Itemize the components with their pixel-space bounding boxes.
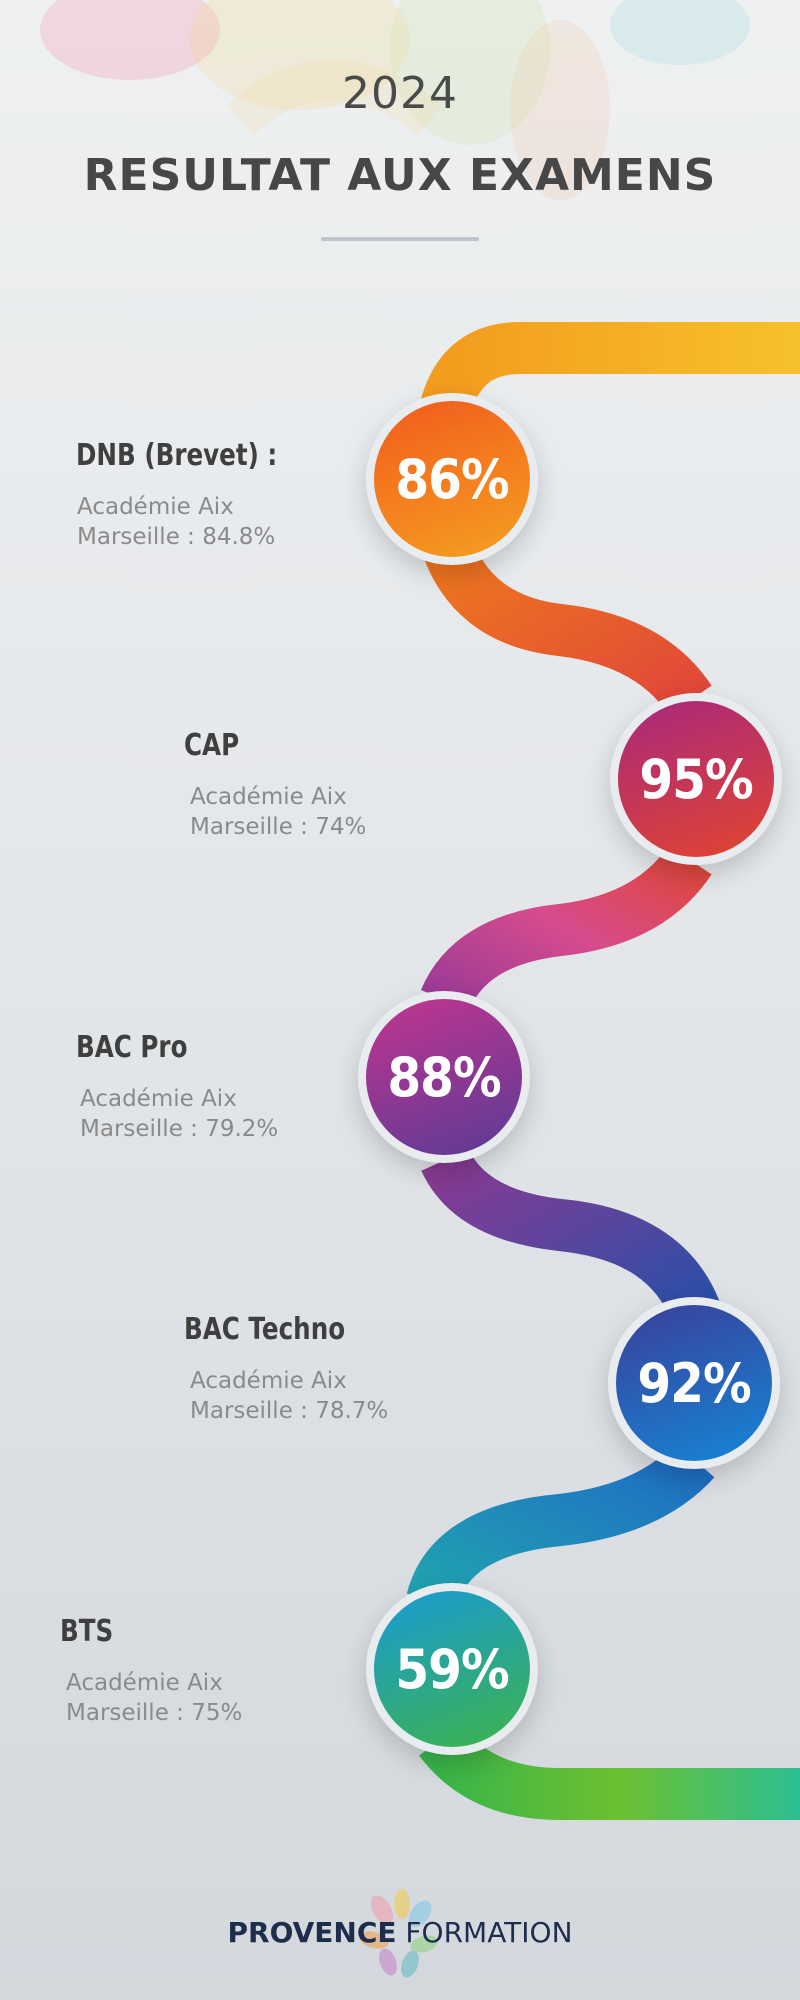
year-heading: 2024 [342,68,458,119]
provence-formation-logo-icon [359,1889,438,1978]
exam-name-bts: BTS [60,1614,114,1649]
rate-circle-bac-techno: 92% [608,1297,780,1469]
rate-circle-cap: 95% [610,693,782,865]
rate-value-bac-techno: 92% [637,1351,751,1415]
title-divider [321,237,479,241]
exam-name-bac-pro: BAC Pro [76,1030,188,1065]
exam-name-dnb: DNB (Brevet) : [76,438,278,473]
rate-circle-bac-pro: 88% [358,991,530,1163]
background-decoration [40,0,750,200]
brand-name-regular: FORMATION [396,1916,573,1949]
academy-rate-bts: Académie Aix Marseille : 75% [66,1670,243,1726]
rate-circle-dnb: 86% [366,393,538,565]
academy-rate-bac-pro: Académie Aix Marseille : 79.2% [80,1086,279,1142]
exam-name-cap: CAP [184,728,240,763]
brand-logo: PROVENCE FORMATION [0,1916,800,1949]
rate-value-dnb: 86% [395,447,509,511]
academy-rate-dnb: Académie Aix Marseille : 84.8% [77,494,276,550]
brand-name-bold: PROVENCE [227,1916,397,1949]
page-title: RESULTAT AUX EXAMENS [83,150,717,201]
rate-circle-bts: 59% [366,1583,538,1755]
academy-rate-cap: Académie Aix Marseille : 74% [190,784,367,840]
rate-value-bac-pro: 88% [387,1045,501,1109]
exam-name-bac-techno: BAC Techno [184,1312,346,1347]
academy-rate-bac-techno: Académie Aix Marseille : 78.7% [190,1368,389,1424]
rate-value-bts: 59% [395,1637,509,1701]
rate-value-cap: 95% [639,747,753,811]
